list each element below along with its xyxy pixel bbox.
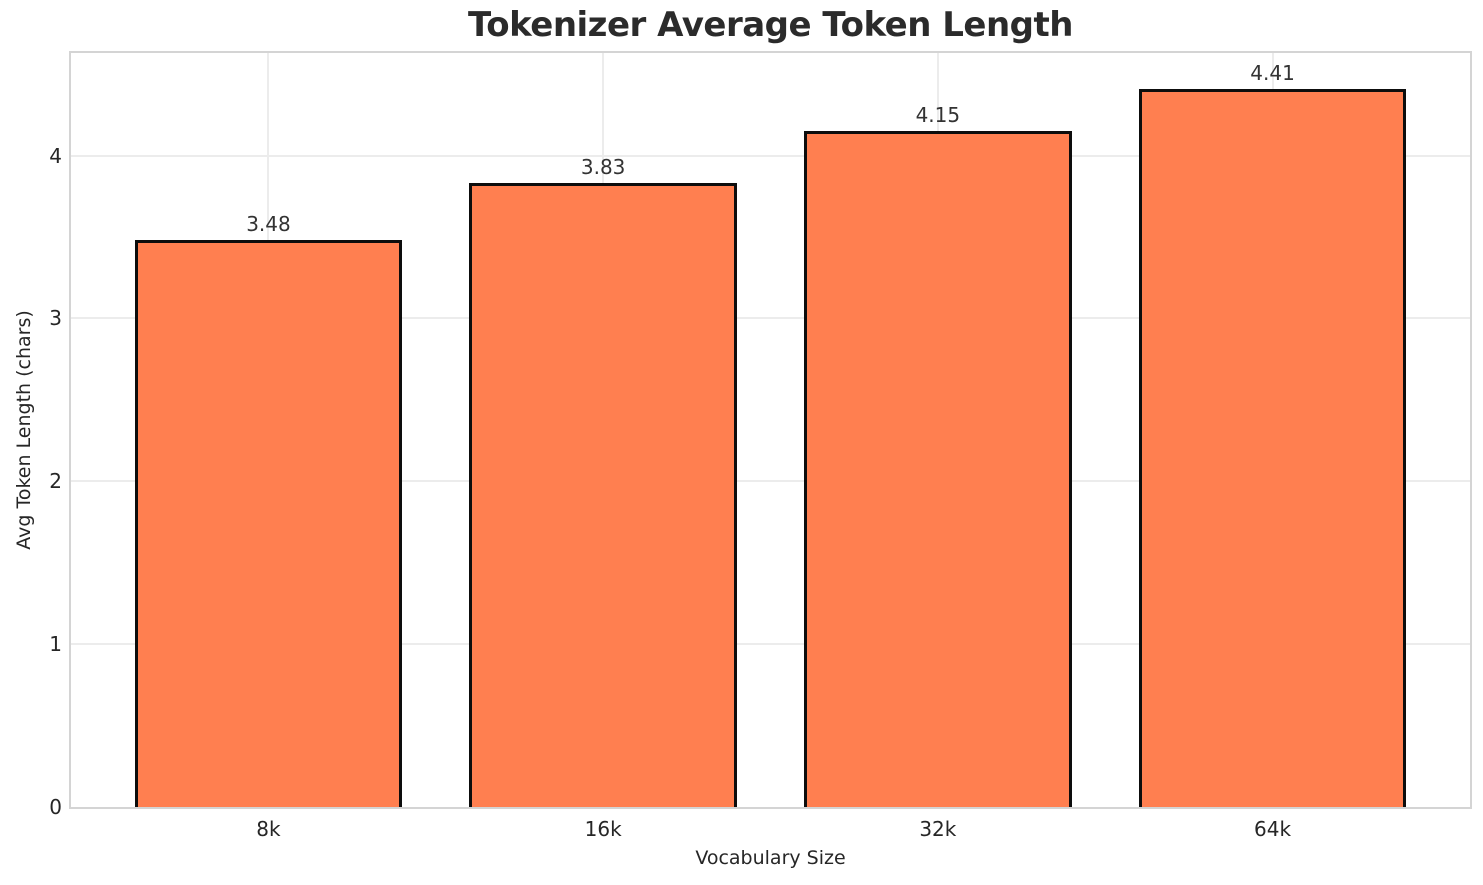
y-tick-label: 0: [49, 795, 62, 819]
bar-value-label: 4.15: [915, 103, 961, 128]
y-axis-label: Avg Token Length (chars): [13, 310, 35, 550]
y-tick-label: 2: [49, 469, 62, 494]
horizontal-gridline: [71, 317, 1470, 320]
horizontal-gridline: [71, 480, 1470, 483]
bar-value-label: 4.41: [1250, 60, 1295, 85]
horizontal-gridline: [71, 154, 1470, 157]
bar-64k: [1138, 88, 1407, 807]
plot-area: 3.48 3.83 4.15 4.41: [71, 53, 1470, 807]
x-tick-label: 32k: [919, 817, 957, 841]
y-tick-label: 3: [49, 306, 62, 331]
bar-8k: [134, 240, 403, 807]
y-tick-label: 1: [49, 632, 62, 657]
x-tick-label: 64k: [1254, 817, 1292, 841]
horizontal-gridline: [71, 643, 1470, 646]
bar-value-label: 3.48: [246, 212, 291, 237]
bar-32k: [803, 131, 1072, 807]
bar-16k: [469, 183, 738, 807]
x-tick-label: 8k: [256, 817, 281, 841]
x-tick-label: 16k: [584, 817, 622, 841]
bar-value-label: 3.83: [580, 155, 626, 180]
y-tick-label: 4: [49, 143, 62, 168]
x-axis-label: Vocabulary Size: [695, 847, 846, 869]
chart-title: Tokenizer Average Token Length: [468, 5, 1073, 45]
